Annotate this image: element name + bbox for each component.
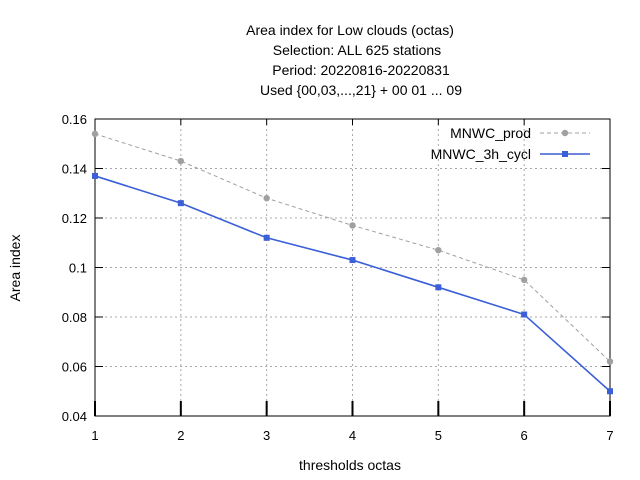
series-layer bbox=[91, 130, 614, 395]
title-line-4: Used {00,03,...,21} + 00 01 ... 09 bbox=[260, 82, 462, 98]
plot-frame bbox=[94, 118, 611, 417]
axis-ticks: 0.04 0.06 0.08 0.1 0.12 0.14 0.16 1 2 3 4 5 6 7 bbox=[62, 112, 614, 443]
data-point bbox=[177, 157, 185, 165]
y-tick-label: 0.08 bbox=[62, 310, 87, 325]
y-tick-label: 0.12 bbox=[62, 211, 87, 226]
x-tick-label: 2 bbox=[177, 428, 184, 443]
x-tick-label: 5 bbox=[435, 428, 442, 443]
y-tick-label: 0.14 bbox=[62, 162, 87, 177]
grid bbox=[95, 119, 610, 416]
data-point bbox=[91, 130, 99, 138]
legend-label: MNWC_3h_cycl bbox=[431, 146, 531, 162]
x-tick-label: 7 bbox=[606, 428, 613, 443]
data-point bbox=[607, 388, 613, 395]
chart-title: Area index for Low clouds (octas) Select… bbox=[246, 22, 462, 98]
series-MNWC_prod bbox=[91, 130, 614, 365]
series-line bbox=[94, 133, 611, 362]
data-point bbox=[606, 358, 614, 365]
y-axis-label: Area index bbox=[7, 235, 23, 302]
y-tick-label: 0.04 bbox=[62, 409, 87, 424]
data-point bbox=[435, 284, 442, 291]
legend-swatch-marker bbox=[562, 151, 568, 157]
x-tick-label: 1 bbox=[91, 428, 98, 443]
data-point bbox=[349, 222, 356, 229]
y-tick-label: 0.1 bbox=[69, 261, 87, 276]
legend-swatch-marker bbox=[561, 129, 569, 137]
data-point bbox=[520, 276, 528, 284]
y-tick-label: 0.16 bbox=[62, 112, 87, 127]
x-axis-label: thresholds octas bbox=[299, 457, 401, 473]
data-point bbox=[263, 195, 270, 202]
data-point bbox=[263, 234, 270, 241]
legend: MNWC_prod MNWC_3h_cycl bbox=[431, 125, 590, 162]
data-point bbox=[92, 172, 98, 179]
data-point bbox=[435, 246, 442, 254]
series-MNWC_3h_cycl bbox=[92, 172, 613, 395]
data-point bbox=[349, 257, 356, 264]
data-point bbox=[521, 311, 528, 318]
x-tick-label: 6 bbox=[521, 428, 528, 443]
data-point bbox=[177, 200, 184, 207]
y-tick-label: 0.06 bbox=[62, 360, 87, 375]
title-line-1: Area index for Low clouds (octas) bbox=[246, 22, 454, 38]
series-line bbox=[94, 175, 611, 392]
title-line-3: Period: 20220816-20220831 bbox=[272, 62, 450, 78]
x-tick-label: 4 bbox=[349, 428, 356, 443]
legend-label: MNWC_prod bbox=[450, 125, 531, 141]
x-tick-label: 3 bbox=[263, 428, 270, 443]
title-line-2: Selection: ALL 625 stations bbox=[273, 42, 441, 58]
